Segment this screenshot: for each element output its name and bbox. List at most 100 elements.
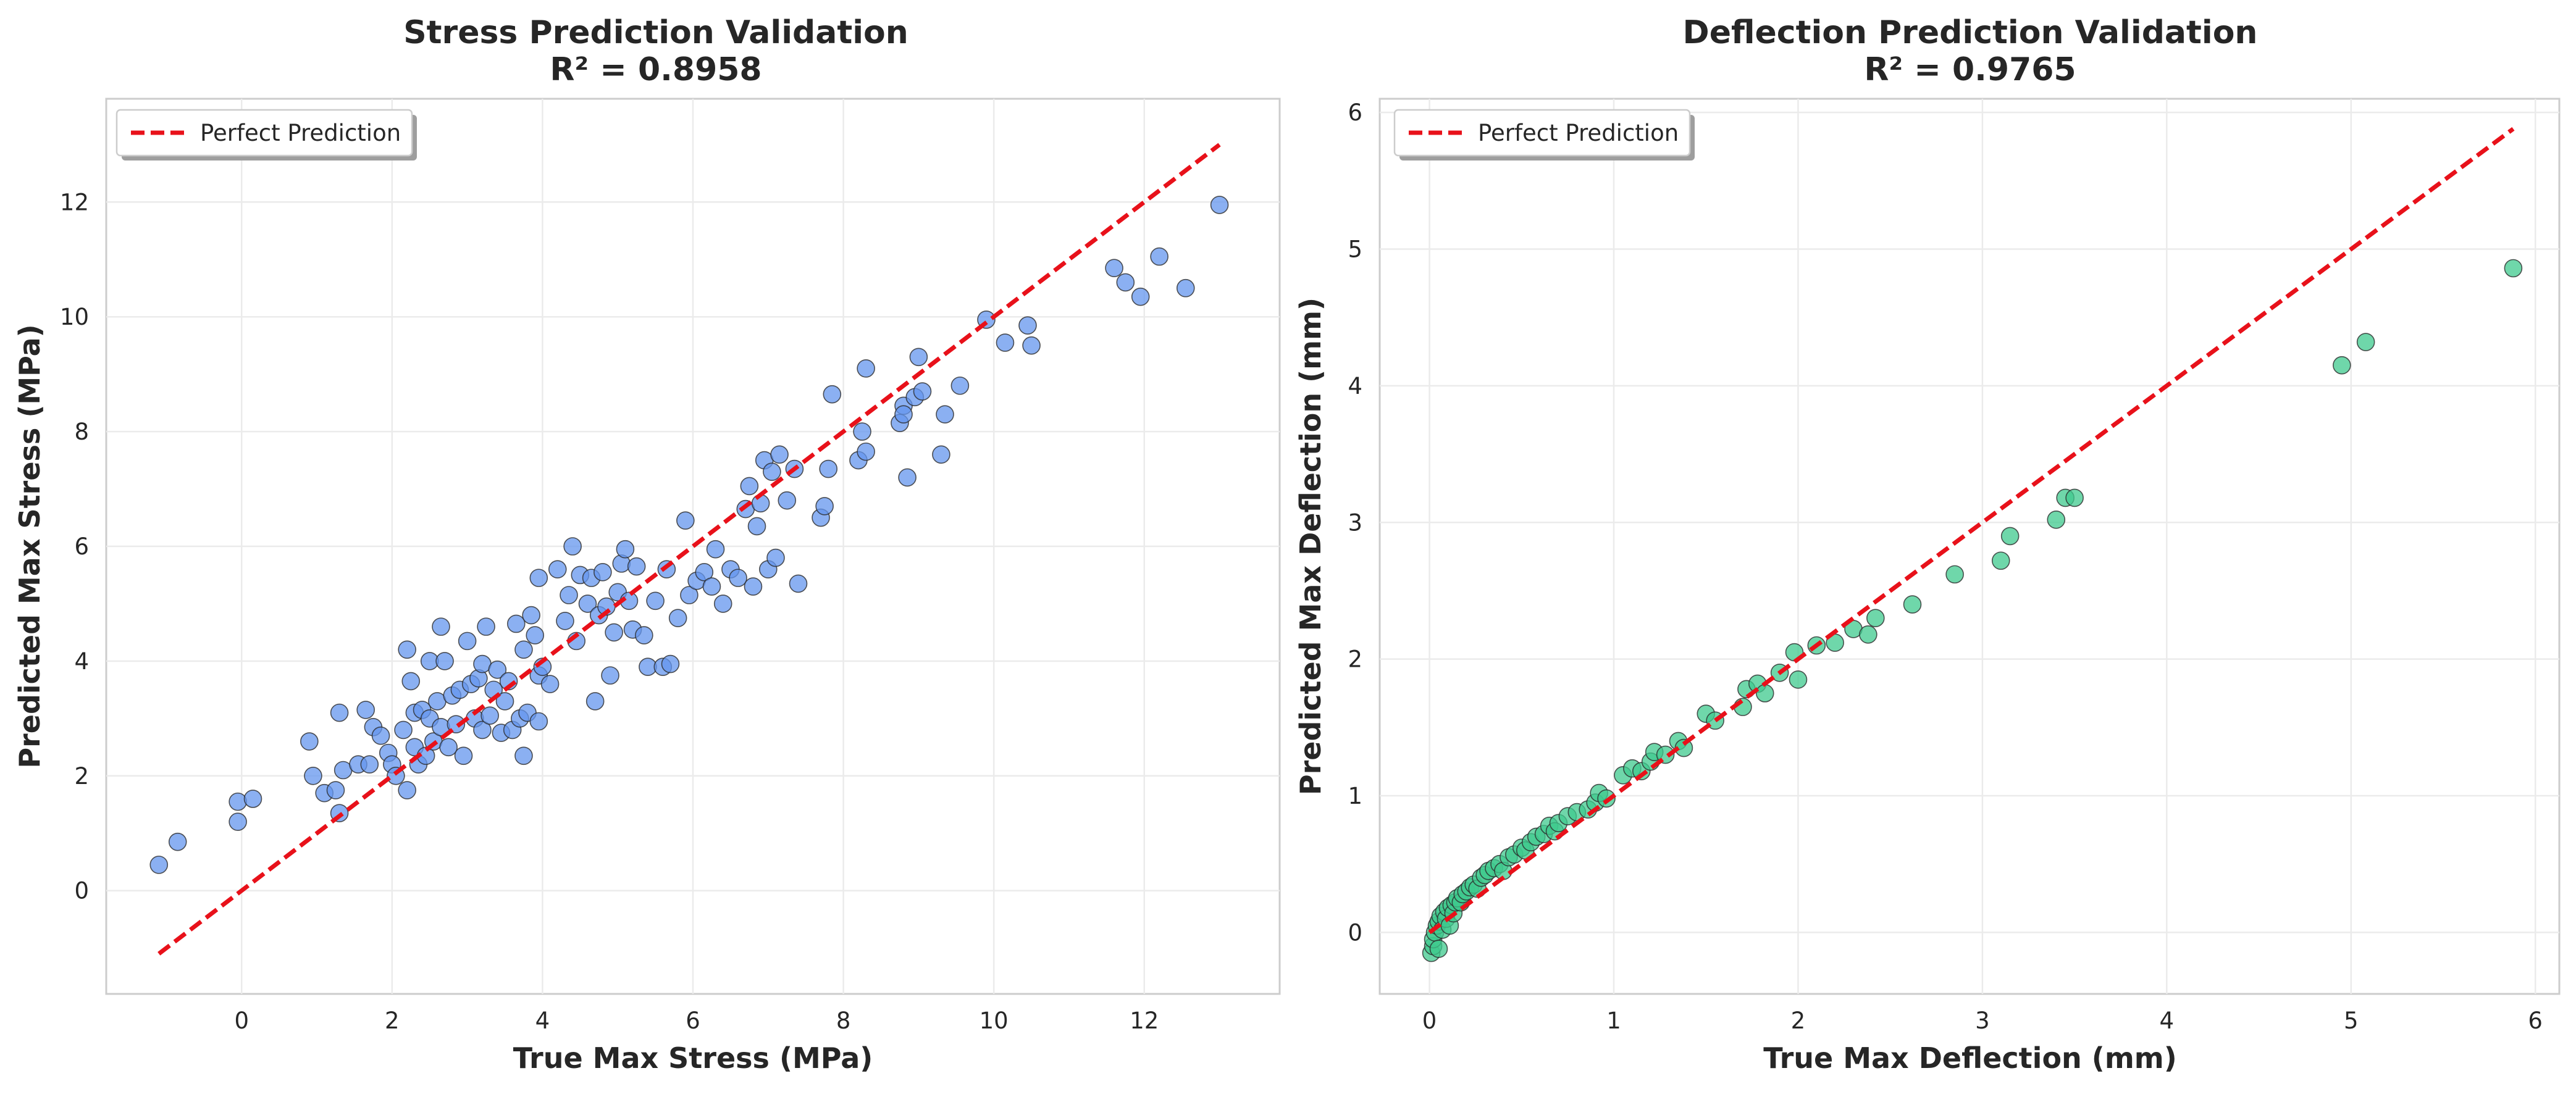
deflection-x-tick-label: 1 <box>1606 1007 1621 1034</box>
stress-data-point <box>778 491 797 510</box>
stress-data-point <box>330 703 349 722</box>
stress-data-point <box>898 468 917 487</box>
stress-data-point <box>371 726 390 745</box>
stress-y-ticks: 0 2 4 6 8 10 12 <box>60 189 89 904</box>
stress-data-point <box>1022 336 1041 355</box>
stress-legend-label: Perfect Prediction <box>200 120 401 146</box>
deflection-y-tick-label: 6 <box>1348 99 1362 126</box>
stress-y-tick-label: 0 <box>74 878 89 904</box>
stress-data-point <box>432 617 450 636</box>
stress-data-point <box>819 459 838 478</box>
stress-data-point <box>480 706 499 725</box>
deflection-x-tick-label: 2 <box>1791 1007 1806 1034</box>
stress-data-point <box>447 715 466 733</box>
stress-data-point <box>514 640 533 659</box>
deflection-x-ticks: 0 1 2 3 4 5 6 <box>1422 1007 2543 1034</box>
deflection-perfect-prediction-line <box>1428 127 2515 935</box>
stress-data-point <box>1018 316 1037 335</box>
deflection-data-point <box>1945 565 1964 584</box>
stress-data-point <box>398 781 416 799</box>
stress-x-tick-label: 8 <box>836 1007 851 1034</box>
stress-data-point <box>713 594 732 613</box>
deflection-legend: Perfect Prediction <box>1393 109 1695 161</box>
stress-data-point <box>1116 273 1135 292</box>
deflection-x-tick-label: 4 <box>2160 1007 2175 1034</box>
stress-x-tick-label: 0 <box>234 1007 249 1034</box>
stress-data-point <box>585 692 605 711</box>
stress-data-point <box>702 577 721 596</box>
deflection-y-axis-label: Predicted Max Deflection (mm) <box>1294 298 1327 795</box>
deflection-data-point <box>2047 511 2066 529</box>
deflection-chart-title: Deflection Prediction Validation <box>1683 14 2258 51</box>
stress-data-point <box>522 606 540 625</box>
stress-data-point <box>857 359 875 378</box>
stress-data-point <box>950 376 970 395</box>
deflection-data-point <box>2000 527 2020 546</box>
deflection-data-point <box>2504 259 2523 278</box>
stress-data-point <box>763 462 781 481</box>
stress-reference-line-group <box>157 143 1221 956</box>
stress-legend: Perfect Prediction <box>115 109 417 161</box>
deflection-data-point <box>2065 488 2084 507</box>
stress-data-point <box>936 405 954 424</box>
deflection-chart: Deflection Prediction Validation R² = 0.… <box>1294 14 2561 1075</box>
stress-data-point <box>1131 287 1150 306</box>
stress-data-point <box>740 477 759 496</box>
stress-data-point <box>789 574 808 593</box>
stress-data-point <box>229 792 247 811</box>
stress-x-tick-label: 12 <box>1130 1007 1159 1034</box>
deflection-y-tick-label: 1 <box>1348 783 1362 809</box>
deflection-data-point <box>2356 333 2375 351</box>
stress-data-point <box>594 563 612 582</box>
stress-grid <box>106 99 1280 994</box>
stress-data-point <box>823 385 842 404</box>
stress-y-tick-label: 8 <box>74 419 89 445</box>
deflection-x-axis-label: True Max Deflection (mm) <box>1763 1041 2176 1075</box>
deflection-x-tick-label: 0 <box>1422 1007 1437 1034</box>
stress-y-tick-label: 2 <box>74 763 89 790</box>
deflection-x-tick-label: 5 <box>2344 1007 2359 1034</box>
stress-data-point <box>680 586 699 604</box>
deflection-y-tick-label: 3 <box>1348 509 1362 536</box>
stress-data-point <box>548 560 567 578</box>
stress-data-point <box>668 609 687 627</box>
stress-data-point <box>706 540 725 559</box>
deflection-reference-line-group <box>1428 127 2515 935</box>
stress-data-point <box>506 614 526 633</box>
deflection-y-tick-label: 4 <box>1348 373 1362 399</box>
stress-y-tick-label: 6 <box>74 533 89 560</box>
stress-data-point <box>398 640 416 659</box>
deflection-plot-area <box>1378 98 2561 995</box>
stress-x-ticks: 0 2 4 6 8 10 12 <box>234 1007 1159 1034</box>
stress-data-point <box>857 442 875 461</box>
stress-data-point <box>996 333 1015 352</box>
stress-x-tick-label: 6 <box>686 1007 700 1034</box>
stress-data-point <box>488 661 507 679</box>
stress-data-point <box>932 445 950 464</box>
stress-data-point <box>435 652 454 670</box>
deflection-legend-label: Perfect Prediction <box>1478 120 1679 146</box>
stress-data-point <box>540 675 560 693</box>
stress-data-point <box>168 832 187 851</box>
deflection-data-point <box>1903 595 1922 614</box>
stress-y-tick-label: 4 <box>74 648 89 675</box>
stress-data-point <box>477 617 495 636</box>
stress-data-point <box>744 577 763 596</box>
stress-chart: Stress Prediction Validation R² = 0.8958… <box>13 14 1281 1075</box>
stress-data-point <box>1150 247 1168 266</box>
deflection-data-point <box>1859 625 1877 644</box>
stress-y-tick-label: 10 <box>60 304 89 330</box>
stress-x-tick-label: 4 <box>535 1007 550 1034</box>
stress-points <box>149 196 1229 874</box>
stress-data-point <box>149 856 169 874</box>
stress-data-point <box>229 812 247 831</box>
stress-data-point <box>729 569 747 587</box>
deflection-data-point <box>1755 684 1774 703</box>
stress-data-point <box>394 720 413 740</box>
stress-x-axis-label: True Max Stress (MPa) <box>513 1041 873 1075</box>
stress-data-point <box>526 626 545 644</box>
stress-data-point <box>853 422 871 441</box>
deflection-data-point <box>1429 940 1448 958</box>
